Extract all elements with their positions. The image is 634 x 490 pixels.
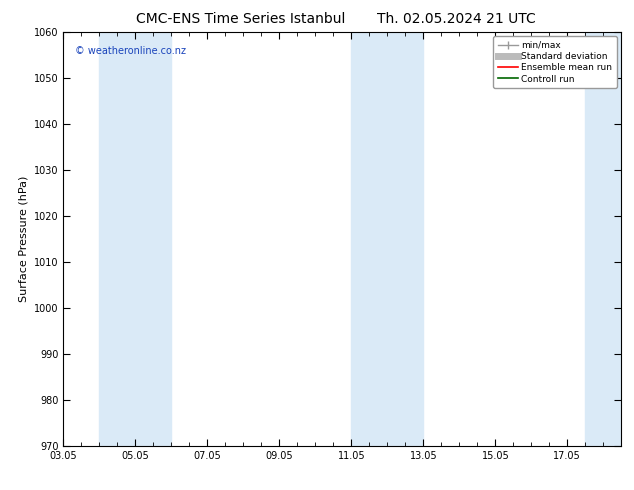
Bar <box>100 32 171 446</box>
Text: © weatheronline.co.nz: © weatheronline.co.nz <box>75 47 186 56</box>
Text: Th. 02.05.2024 21 UTC: Th. 02.05.2024 21 UTC <box>377 12 536 26</box>
Y-axis label: Surface Pressure (hPa): Surface Pressure (hPa) <box>18 176 29 302</box>
Text: CMC-ENS Time Series Istanbul: CMC-ENS Time Series Istanbul <box>136 12 346 26</box>
Bar <box>351 32 424 446</box>
Legend: min/max, Standard deviation, Ensemble mean run, Controll run: min/max, Standard deviation, Ensemble me… <box>493 36 617 88</box>
Bar <box>585 32 621 446</box>
